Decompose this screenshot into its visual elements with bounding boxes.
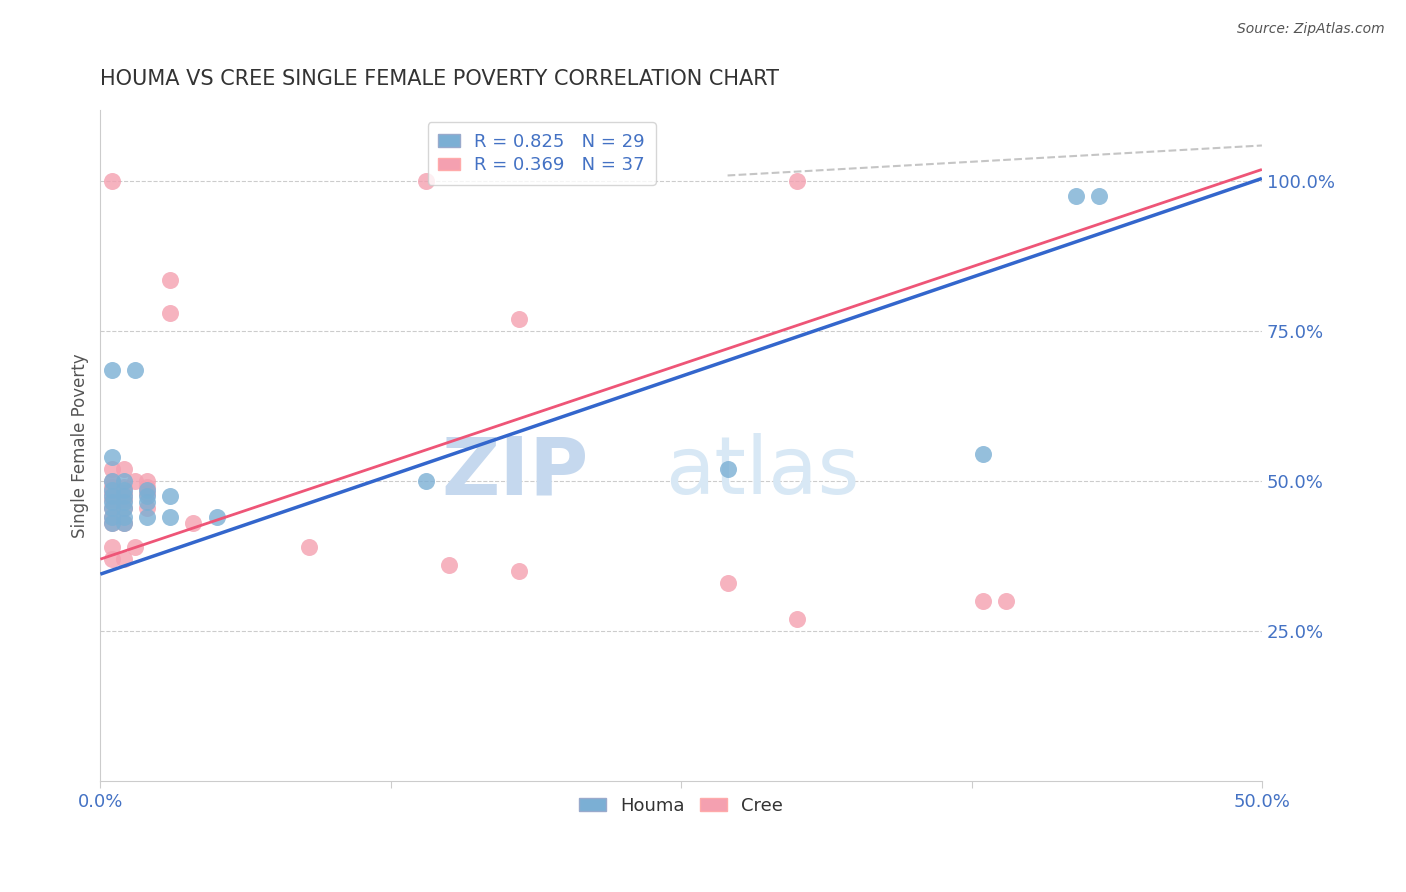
Point	[135, 510, 157, 524]
Point	[135, 483, 157, 498]
Point	[112, 495, 135, 509]
Point	[101, 492, 124, 507]
Point	[112, 489, 135, 503]
Point	[112, 552, 135, 566]
Point	[101, 495, 124, 509]
Point	[135, 480, 157, 494]
Text: HOUMA VS CREE SINGLE FEMALE POVERTY CORRELATION CHART: HOUMA VS CREE SINGLE FEMALE POVERTY CORR…	[100, 69, 779, 88]
Point	[112, 492, 135, 507]
Point	[972, 447, 994, 461]
Text: atlas: atlas	[665, 434, 859, 511]
Point	[112, 474, 135, 488]
Point	[101, 474, 124, 488]
Point	[159, 306, 181, 320]
Y-axis label: Single Female Poverty: Single Female Poverty	[72, 353, 89, 538]
Point	[135, 474, 157, 488]
Point	[786, 174, 808, 188]
Point	[135, 489, 157, 503]
Point	[995, 594, 1018, 608]
Point	[101, 540, 124, 554]
Point	[159, 510, 181, 524]
Point	[124, 363, 146, 377]
Point	[101, 501, 124, 516]
Point	[101, 552, 124, 566]
Point	[112, 462, 135, 476]
Point	[101, 480, 124, 494]
Text: Source: ZipAtlas.com: Source: ZipAtlas.com	[1237, 22, 1385, 37]
Point	[101, 516, 124, 531]
Point	[135, 486, 157, 500]
Text: ZIP: ZIP	[441, 434, 588, 511]
Point	[415, 474, 437, 488]
Point	[112, 501, 135, 516]
Legend: Houma, Cree: Houma, Cree	[572, 790, 790, 822]
Point	[101, 501, 124, 516]
Point	[101, 450, 124, 465]
Point	[112, 486, 135, 500]
Point	[101, 486, 124, 500]
Point	[101, 489, 124, 503]
Point	[205, 510, 228, 524]
Point	[508, 312, 530, 326]
Point	[112, 483, 135, 498]
Point	[716, 576, 738, 591]
Point	[101, 462, 124, 476]
Point	[101, 483, 124, 498]
Point	[135, 495, 157, 509]
Point	[786, 612, 808, 626]
Point	[716, 462, 738, 476]
Point	[437, 558, 460, 573]
Point	[101, 474, 124, 488]
Point	[1088, 189, 1111, 203]
Point	[135, 501, 157, 516]
Point	[112, 510, 135, 524]
Point	[101, 174, 124, 188]
Point	[101, 516, 124, 531]
Point	[101, 510, 124, 524]
Point	[101, 510, 124, 524]
Point	[181, 516, 204, 531]
Point	[159, 273, 181, 287]
Point	[101, 363, 124, 377]
Point	[112, 480, 135, 494]
Point	[1064, 189, 1087, 203]
Point	[112, 516, 135, 531]
Point	[112, 516, 135, 531]
Point	[508, 564, 530, 578]
Point	[159, 489, 181, 503]
Point	[415, 174, 437, 188]
Point	[298, 540, 321, 554]
Point	[124, 474, 146, 488]
Point	[124, 540, 146, 554]
Point	[972, 594, 994, 608]
Point	[112, 501, 135, 516]
